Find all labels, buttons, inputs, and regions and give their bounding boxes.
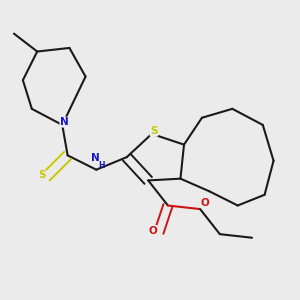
Text: S: S [38,170,46,180]
Text: O: O [148,226,157,236]
Text: S: S [150,126,158,136]
Text: N: N [91,153,100,163]
Text: N: N [60,117,69,127]
Text: O: O [200,198,209,208]
Text: H: H [98,161,104,170]
